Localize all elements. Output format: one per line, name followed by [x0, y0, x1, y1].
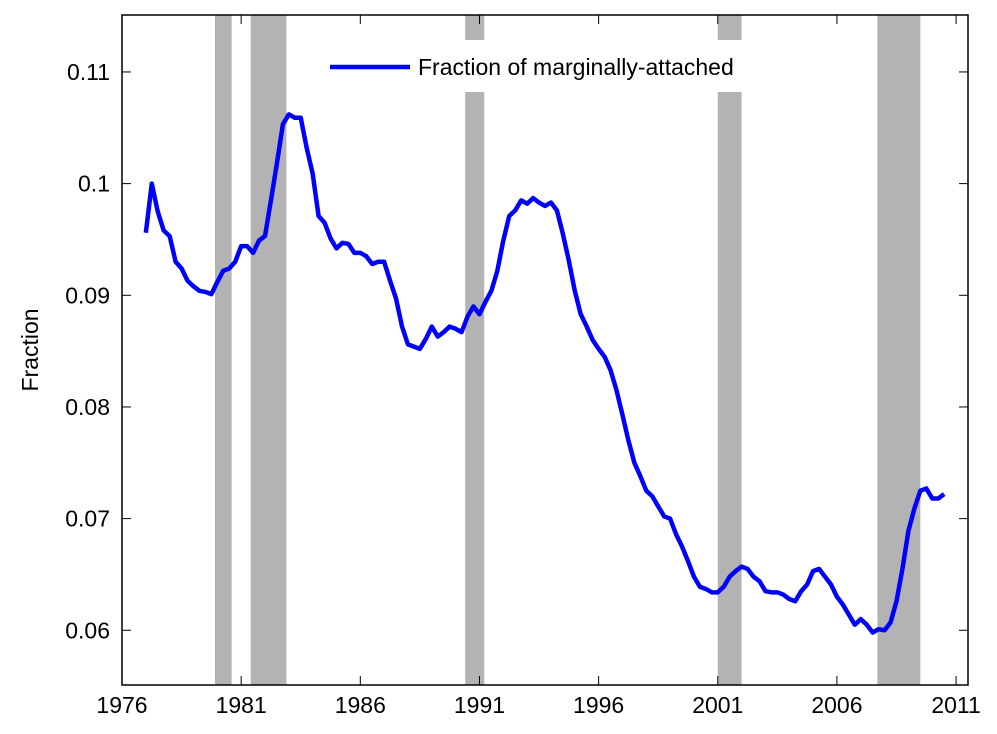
recession-band [717, 15, 742, 685]
recession-band [877, 15, 921, 685]
y-tick-label: 0.08 [65, 394, 110, 420]
x-tick-label: 1976 [96, 692, 147, 718]
plot-area [122, 15, 968, 685]
x-tick-label: 2006 [811, 692, 862, 718]
recession-band [214, 15, 232, 685]
recession-band [465, 15, 485, 685]
legend-label: Fraction of marginally-attached [418, 54, 734, 80]
x-tick-label: 1991 [454, 692, 505, 718]
plot-frame [121, 14, 969, 686]
x-tick-label: 2011 [931, 692, 980, 718]
data-line [143, 112, 946, 635]
recession-band [250, 15, 287, 685]
y-axis-label: Fraction [17, 308, 43, 391]
y-tick-label: 0.09 [65, 282, 110, 308]
x-tick-label: 2001 [692, 692, 743, 718]
y-tick-label: 0.1 [78, 171, 110, 197]
x-tick-label: 1981 [216, 692, 267, 718]
y-tick-label: 0.07 [65, 506, 110, 532]
x-tick-label: 1996 [573, 692, 624, 718]
y-tick-label: 0.06 [65, 617, 110, 643]
x-tick-label: 1986 [335, 692, 386, 718]
y-tick-label: 0.11 [67, 59, 110, 85]
